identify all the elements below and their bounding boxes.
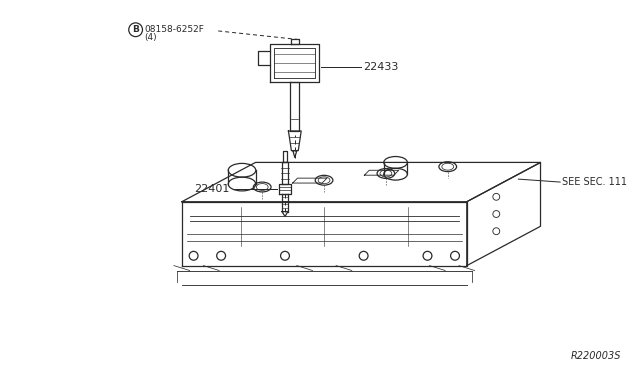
Text: 22433: 22433 — [363, 62, 398, 72]
Text: (4): (4) — [145, 33, 157, 42]
Text: B: B — [132, 25, 139, 34]
Text: 22401: 22401 — [195, 184, 230, 194]
Text: SEE SEC. 111: SEE SEC. 111 — [562, 177, 627, 187]
Text: 08158-6252F: 08158-6252F — [145, 25, 204, 34]
Text: R220003S: R220003S — [571, 351, 621, 361]
